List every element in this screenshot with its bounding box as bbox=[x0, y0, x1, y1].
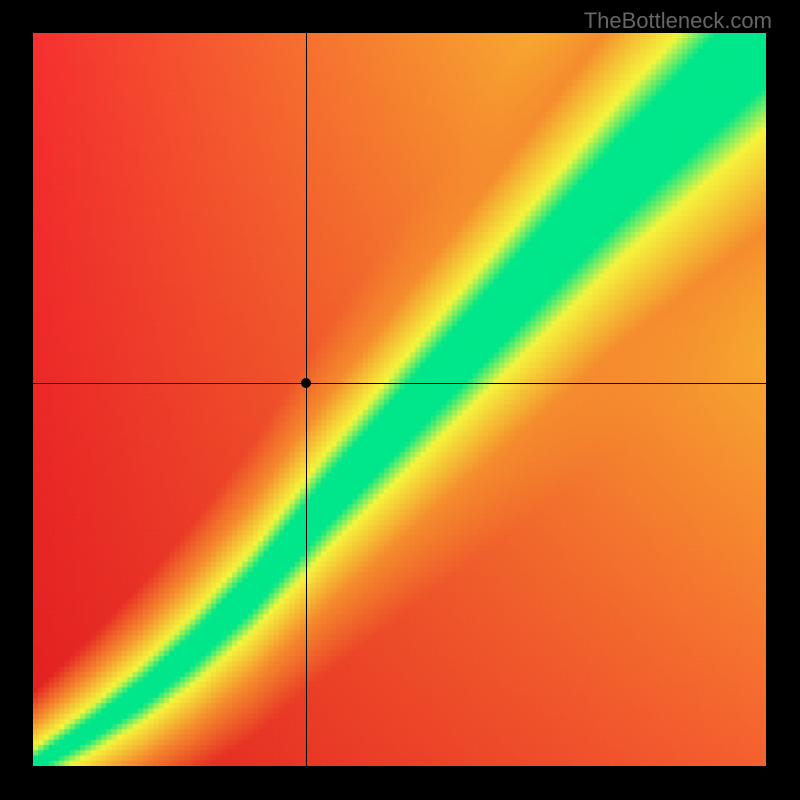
crosshair-vertical bbox=[306, 33, 307, 766]
watermark-text: TheBottleneck.com bbox=[584, 8, 772, 34]
heatmap-canvas bbox=[33, 33, 766, 766]
crosshair-horizontal bbox=[33, 383, 766, 384]
crosshair-marker bbox=[301, 378, 311, 388]
plot-area bbox=[33, 33, 766, 766]
